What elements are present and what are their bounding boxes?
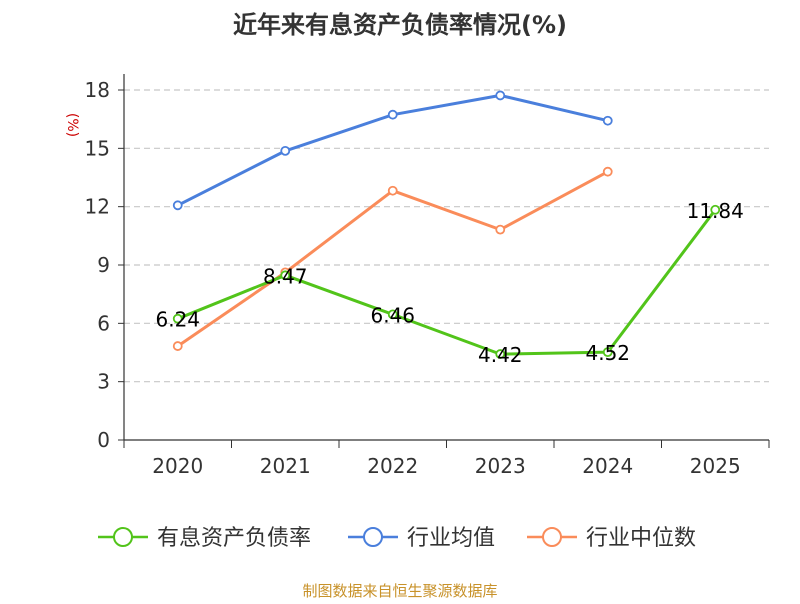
data-label: 4.42 — [478, 343, 523, 367]
data-point — [387, 185, 398, 196]
x-tick-label: 2023 — [475, 454, 526, 478]
y-tick-label: 12 — [85, 195, 110, 219]
data-point — [172, 313, 183, 324]
data-point — [602, 347, 613, 358]
legend-marker — [542, 527, 562, 547]
data-label: 6.24 — [155, 308, 200, 332]
x-tick-label: 2022 — [367, 454, 418, 478]
x-tick-label: 2021 — [260, 454, 311, 478]
data-point — [602, 166, 613, 177]
data-point — [172, 200, 183, 211]
data-label: 6.46 — [370, 303, 415, 327]
legend: 有息资产负债率 行业均值 行业中位数 — [98, 526, 696, 551]
data-point — [387, 309, 398, 320]
data-point — [172, 341, 183, 351]
y-tick-label: 9 — [97, 253, 110, 277]
data-point — [495, 90, 506, 101]
y-tick-label: 6 — [97, 311, 110, 335]
legend-label: 有息资产负债率 — [157, 526, 311, 551]
data-point — [602, 115, 613, 126]
chart-title: 近年来有息资产负债率情况(%) — [233, 11, 567, 39]
data-point — [387, 109, 398, 120]
series-line — [177, 208, 717, 356]
series-layer — [172, 90, 721, 359]
data-label: 8.47 — [263, 264, 308, 288]
data-point — [280, 145, 291, 156]
y-axis-unit-label: (%) — [64, 113, 80, 137]
data-label: 11.84 — [687, 199, 744, 223]
x-tick-label: 2024 — [582, 454, 633, 478]
y-tick-label: 0 — [97, 428, 110, 452]
y-tick-label: 3 — [97, 370, 110, 394]
legend-label: 行业均值 — [407, 526, 495, 551]
legend-label: 行业中位数 — [586, 526, 696, 551]
data-labels: 6.24 8.47 6.46 4.42 4.52 11.84 — [155, 199, 743, 367]
x-tick-label: 2025 — [690, 454, 741, 478]
x-tick-label: 2020 — [152, 454, 203, 478]
legend-marker — [113, 527, 133, 547]
gridlines — [124, 89, 769, 383]
y-tick-label: 18 — [85, 78, 110, 102]
data-point — [495, 349, 506, 359]
y-tick-label: 15 — [85, 136, 110, 160]
source-note: 制图数据来自恒生聚源数据库 — [302, 582, 497, 600]
data-label: 4.52 — [585, 341, 630, 365]
data-point — [710, 204, 721, 215]
legend-marker — [363, 527, 383, 547]
data-point — [495, 224, 506, 235]
axes: 0 3 6 9 12 15 18 2020 2021 2022 2023 2024 2025 — [85, 74, 770, 478]
data-point — [280, 270, 291, 281]
